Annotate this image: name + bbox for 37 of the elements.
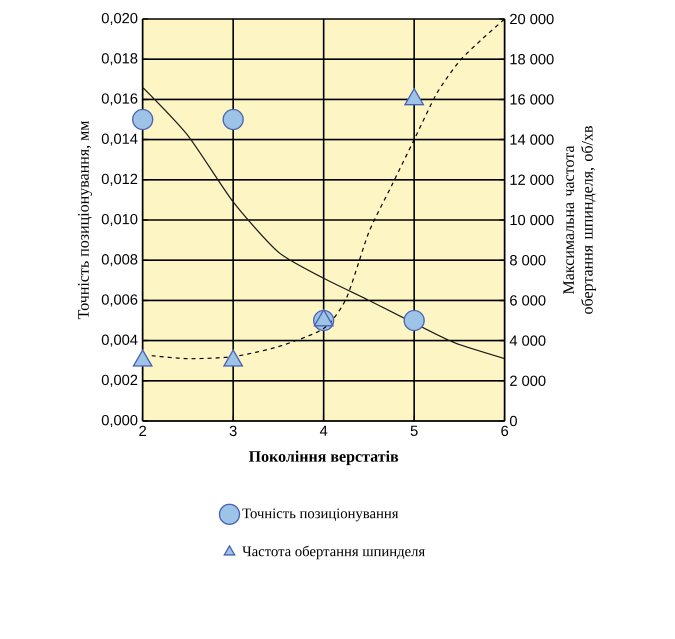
point [314,309,334,326]
point [223,349,244,367]
x-tick-label: 3 [230,426,237,436]
x-tick-label: 5 [410,426,418,436]
y2-tick-label: 0 [510,416,517,426]
y-tick-label: 0,014 [102,134,138,146]
y2-tick-label: 4 000 [510,335,546,346]
y2-tick-label: 16 000 [510,94,554,105]
y-tick-label: 0,006 [102,294,138,306]
point [132,349,153,367]
y2-tick-label: 10 000 [510,214,554,226]
y-tick-label: 0,012 [102,174,138,186]
y2-tick-label: 18 000 [510,54,554,64]
y2-axis-title: Максимальна частота обертання шпинделя, об/хв [563,126,596,314]
y-tick-label: 0,008 [102,254,138,266]
y-tick-label: 0,010 [102,214,138,226]
legend-label: Частота обертання шпинделя [242,546,425,560]
y2-tick-label: 2 000 [510,376,546,386]
y-tick-label: 0,000 [102,414,138,428]
x-tick-label: 6 [501,426,508,436]
x-axis-title: Покоління верстатів [248,450,398,466]
point [404,88,424,106]
y-tick-label: 0,016 [102,93,138,106]
x-tick-label: 4 [320,426,328,436]
y-tick-label: 0,002 [102,374,138,387]
x-tick-label: 2 [139,426,146,436]
y2-tick-label: 12 000 [510,174,554,185]
y-tick-label: 0,004 [102,334,138,347]
y2-tick-label: 20 000 [510,14,554,24]
y-axis-title: Точність позиціонування, мм [78,120,92,320]
y-tick-label: 0,020 [102,12,138,26]
line-series [142,86,505,360]
y2-tick-label: 14 000 [510,134,554,145]
legend-label: Точність позиціонування [242,508,398,522]
y2-tick-label: 6 000 [510,295,546,306]
y2-tick-label: 8 000 [510,255,546,266]
y-tick-label: 0,018 [102,53,138,66]
